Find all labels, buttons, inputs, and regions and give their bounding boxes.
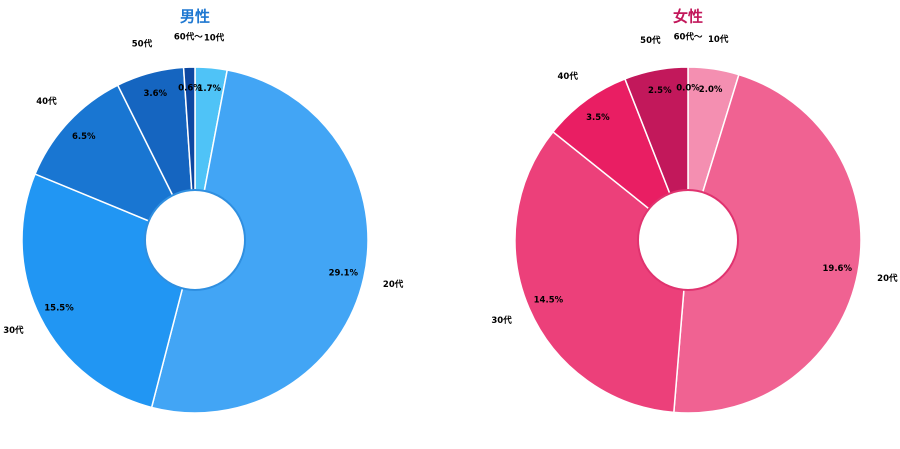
category-label: 50代 <box>132 39 153 50</box>
value-label: 14.5% <box>534 296 564 306</box>
category-label: 50代 <box>640 35 661 46</box>
category-label: 40代 <box>36 96 57 107</box>
donut-hole <box>637 189 739 291</box>
value-label: 15.5% <box>44 303 74 313</box>
value-label: 2.0% <box>699 85 723 95</box>
slice-4 <box>551 77 690 243</box>
category-label: 40代 <box>558 71 579 82</box>
chart-title: 女性 <box>673 8 703 26</box>
category-label: 60代〜 <box>174 32 203 43</box>
value-label: 3.6% <box>143 89 167 99</box>
category-label: 10代 <box>708 34 729 45</box>
donut-chart-female: 女性 10代 2.0% 20代 19.6% 30代 14.5% 40代 3.5% 50代 2.5% 6… <box>491 8 898 414</box>
value-label: 6.5% <box>72 132 96 142</box>
value-label: 3.5% <box>586 113 610 123</box>
value-label: 1.7% <box>197 84 221 94</box>
chart-title: 男性 <box>180 8 210 26</box>
slice-4 <box>34 84 197 242</box>
value-label: 29.1% <box>329 269 359 279</box>
category-label: 10代 <box>204 32 225 43</box>
value-label: 2.5% <box>648 86 672 96</box>
category-label: 30代 <box>3 325 24 336</box>
value-label: 19.6% <box>823 264 853 274</box>
slice-3 <box>514 130 689 414</box>
category-label: 60代〜 <box>674 32 703 43</box>
category-label: 20代 <box>383 279 404 290</box>
category-label: 30代 <box>491 315 512 326</box>
donut-chart-male: 男性 10代 1.7% 20代 29.1% 30代 15.5% 40代 6.5% 50代 3.6% 6… <box>3 8 404 414</box>
value-label: 0.6% <box>178 84 202 94</box>
value-label: 0.0% <box>676 84 700 94</box>
donut-hole <box>144 189 246 291</box>
category-label: 20代 <box>877 273 898 284</box>
slice-2 <box>673 73 862 414</box>
slice-2 <box>150 69 369 414</box>
